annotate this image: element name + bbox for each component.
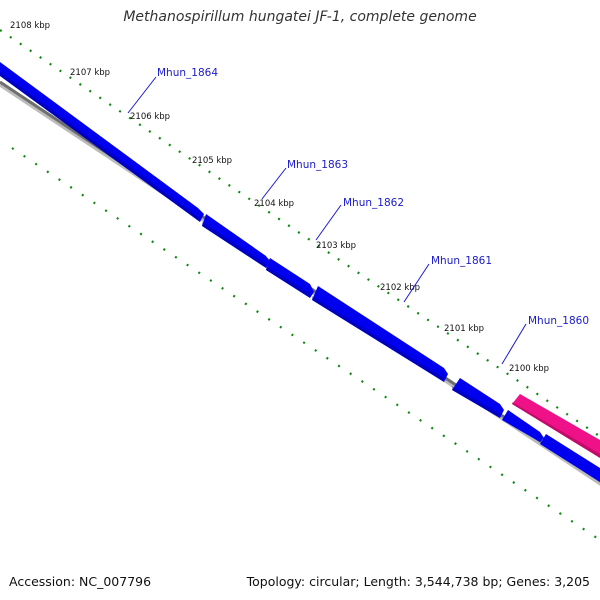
leader-line <box>501 323 527 365</box>
map-title: Methanospirillum hungatei JF-1, complete… <box>123 9 477 25</box>
gene-arrow-mhun-1864[interactable] <box>0 62 204 222</box>
gene-label-mhun-1861[interactable]: Mhun_1861 <box>431 255 492 267</box>
leader-line <box>315 204 342 241</box>
gene-leader-lines <box>127 76 527 365</box>
gene-arrow-unlabeled-a[interactable] <box>502 410 544 442</box>
tick-labels: 2108 kbp 2107 kbp 2106 kbp 2105 kbp 2104… <box>10 21 549 374</box>
outer-tick-ring <box>0 29 600 438</box>
tick-label: 2108 kbp <box>10 21 50 31</box>
gene-label-mhun-1862[interactable]: Mhun_1862 <box>343 197 404 209</box>
tick-label: 2102 kbp <box>380 283 420 293</box>
tick-label: 2101 kbp <box>444 324 484 334</box>
gene-arrow-mhun-1862[interactable] <box>266 258 314 298</box>
gene-label-mhun-1860[interactable]: Mhun_1860 <box>528 315 589 327</box>
gene-arrow-mhun-1863[interactable] <box>202 214 270 268</box>
tick-label: 2100 kbp <box>509 364 549 374</box>
genome-summary: Topology: circular; Length: 3,544,738 bp… <box>246 574 590 589</box>
gene-arrows <box>0 62 600 482</box>
leader-line <box>127 76 157 114</box>
gene-labels: Mhun_1864 Mhun_1863 Mhun_1862 Mhun_1861 … <box>157 67 589 327</box>
gene-arrow-mhun-1861[interactable] <box>312 286 448 382</box>
tick-label: 2107 kbp <box>70 68 110 78</box>
tick-label: 2105 kbp <box>192 156 232 166</box>
gene-arrow-unlabeled-b[interactable] <box>540 434 600 482</box>
tick-label: 2106 kbp <box>130 112 170 122</box>
gene-arrow-mhun-1860[interactable] <box>452 378 504 418</box>
tick-label: 2104 kbp <box>254 199 294 209</box>
gene-arrow-reverse-strand[interactable] <box>512 394 600 458</box>
leader-line <box>261 167 287 200</box>
inner-tick-ring <box>11 147 600 541</box>
gene-label-mhun-1863[interactable]: Mhun_1863 <box>287 159 348 171</box>
accession-label: Accession: NC_007796 <box>9 574 152 589</box>
gene-label-mhun-1864[interactable]: Mhun_1864 <box>157 67 218 79</box>
leader-line <box>403 263 430 303</box>
tick-label: 2103 kbp <box>316 241 356 251</box>
